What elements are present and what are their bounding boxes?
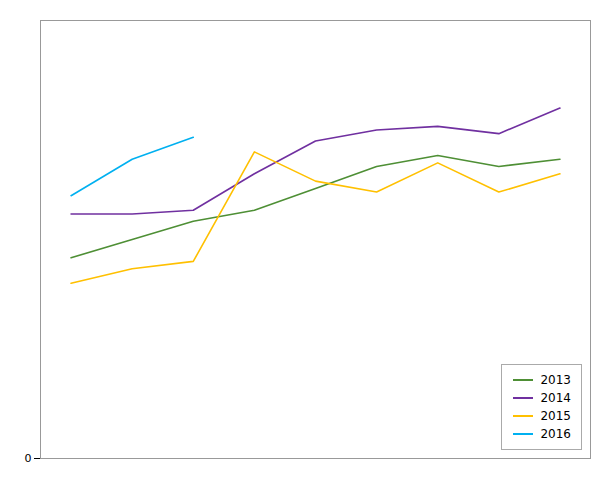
- html-text:2014: 2014: [540, 391, 571, 405]
- svg-text:0: 0: [25, 452, 32, 465]
- html-text:2015: 2015: [540, 409, 571, 423]
- html-text:2016: 2016: [540, 427, 571, 441]
- html-text:2013: 2013: [540, 373, 571, 387]
